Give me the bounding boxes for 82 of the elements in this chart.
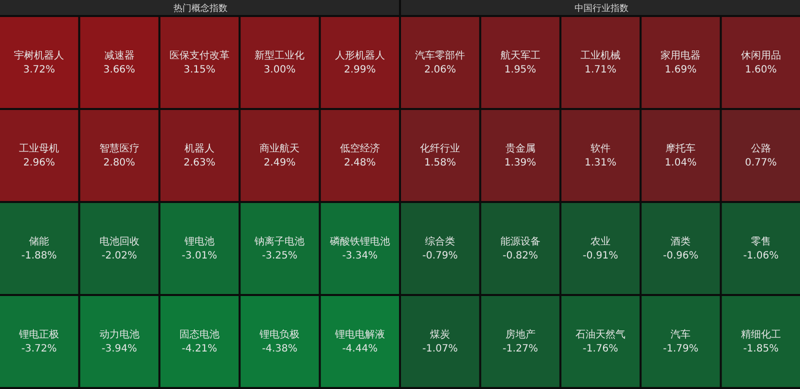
data-label: -4.44% bbox=[342, 344, 378, 354]
category-label: 工业机械 bbox=[580, 50, 620, 62]
data-label: 1.04% bbox=[664, 158, 697, 168]
data-label: -0.91% bbox=[582, 250, 618, 262]
category-label: 磷酸铁锂电池 bbox=[328, 236, 390, 248]
category-label: 商业航天 bbox=[260, 142, 300, 154]
category-label: 新型工业化 bbox=[254, 50, 305, 62]
data-label: -3.34% bbox=[342, 250, 378, 262]
category-label: 钠离子电池 bbox=[254, 236, 305, 248]
data-label: -1.85% bbox=[743, 344, 779, 354]
data-label: 2.96% bbox=[23, 158, 55, 168]
data-label: -1.07% bbox=[422, 344, 458, 354]
category-label: 酒类 bbox=[670, 236, 691, 248]
category-label: 汽车零部件 bbox=[415, 50, 466, 62]
category-label: 固态电池 bbox=[180, 328, 220, 340]
category-label: 电池回收 bbox=[99, 236, 140, 248]
category-label: 家用电器 bbox=[660, 50, 701, 62]
data-label: -3.01% bbox=[182, 250, 218, 262]
data-label: 1.39% bbox=[504, 158, 536, 168]
data-label: 2.48% bbox=[344, 158, 376, 168]
category-label: 锂电池 bbox=[184, 236, 214, 248]
data-label: -2.02% bbox=[102, 250, 137, 262]
category-label: 动力电池 bbox=[99, 328, 140, 340]
category-label: 锂电电解液 bbox=[334, 328, 385, 340]
category-label: 机器人 bbox=[184, 142, 214, 154]
data-label: 1.69% bbox=[664, 64, 697, 76]
data-label: -4.38% bbox=[262, 344, 298, 354]
data-label: 3.15% bbox=[184, 64, 216, 76]
data-label: -0.82% bbox=[502, 250, 538, 262]
data-label: -1.06% bbox=[743, 250, 779, 262]
data-label: 2.49% bbox=[264, 158, 296, 168]
category-label: 储能 bbox=[29, 236, 50, 248]
category-label: 医保支付改革 bbox=[170, 50, 230, 62]
category-label: 宇树机器人 bbox=[14, 50, 64, 62]
data-label: -4.21% bbox=[182, 344, 218, 354]
category-label: 农业 bbox=[590, 236, 610, 248]
data-label: -1.79% bbox=[663, 344, 698, 354]
category-label: 休闲用品 bbox=[740, 50, 781, 62]
category-label: 工业母机 bbox=[19, 142, 60, 154]
category-label: 汽车 bbox=[670, 328, 691, 340]
data-label: 3.72% bbox=[23, 64, 55, 76]
category-label: 综合类 bbox=[425, 236, 456, 248]
data-label: 3.66% bbox=[103, 64, 136, 76]
data-label: -3.94% bbox=[102, 344, 137, 354]
category-label: 化纤行业 bbox=[420, 142, 460, 154]
data-label: 2.63% bbox=[184, 158, 216, 168]
category-label: 精细化工 bbox=[740, 328, 781, 340]
category-label: 贵金属 bbox=[505, 142, 536, 154]
category-label: 锂电负极 bbox=[258, 328, 300, 340]
data-label: -0.79% bbox=[422, 250, 458, 262]
category-label: 减速器 bbox=[104, 50, 134, 62]
category-label: 软件 bbox=[590, 142, 610, 154]
category-label: 低空经济 bbox=[340, 142, 380, 154]
data-label: 1.95% bbox=[504, 64, 536, 76]
text: 中国行业指数 bbox=[574, 3, 628, 14]
data-label: 1.58% bbox=[424, 158, 456, 168]
category-label: 摩托车 bbox=[666, 142, 696, 154]
category-label: 能源设备 bbox=[500, 236, 540, 248]
category-label: 房地产 bbox=[505, 328, 536, 340]
data-label: 1.31% bbox=[584, 158, 616, 168]
category-label: 航天军工 bbox=[500, 50, 540, 62]
data-label: 2.99% bbox=[344, 64, 376, 76]
data-label: 3.00% bbox=[264, 64, 296, 76]
data-label: 1.71% bbox=[584, 64, 616, 76]
data-label: -3.25% bbox=[262, 250, 298, 262]
category-label: 零售 bbox=[750, 236, 771, 248]
category-label: 公路 bbox=[750, 142, 771, 154]
data-label: 1.60% bbox=[745, 64, 777, 76]
data-label: 0.77% bbox=[745, 158, 777, 168]
category-label: 人形机器人 bbox=[334, 50, 385, 62]
category-label: 锂电正极 bbox=[18, 328, 60, 340]
data-label: -3.72% bbox=[21, 344, 57, 354]
category-label: 煤炭 bbox=[430, 328, 450, 340]
data-label: -0.96% bbox=[663, 250, 698, 262]
data-label: 2.06% bbox=[424, 64, 456, 76]
data-label: -1.76% bbox=[582, 344, 618, 354]
category-label: 智慧医疗 bbox=[99, 142, 140, 154]
text: 热门概念指数 bbox=[174, 3, 228, 14]
category-label: 石油天然气 bbox=[576, 328, 626, 340]
data-label: -1.88% bbox=[21, 250, 57, 262]
data-label: -1.27% bbox=[502, 344, 538, 354]
data-label: 2.80% bbox=[103, 158, 136, 168]
